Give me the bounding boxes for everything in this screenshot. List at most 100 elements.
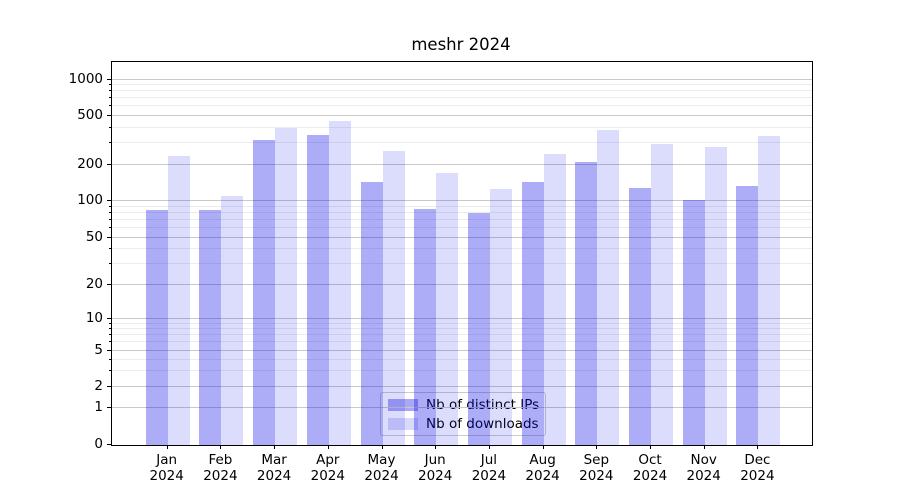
x-tick-mark	[166, 445, 168, 449]
minor-gridline	[112, 334, 812, 336]
bar-downloads-apr	[328, 121, 351, 445]
y-tick-mark	[107, 386, 111, 388]
bar-distinct-ips-dec	[736, 185, 759, 445]
bar-downloads-feb	[221, 196, 244, 445]
x-tick-label: Aug 2024	[525, 452, 560, 484]
bar-distinct-ips-feb	[199, 209, 222, 445]
bar-distinct-ips-jul	[467, 212, 490, 445]
major-gridline	[112, 78, 812, 80]
x-tick-label: Apr 2024	[310, 452, 345, 484]
x-tick-label: Jul 2024	[471, 452, 507, 484]
bar-downloads-sep	[597, 129, 620, 445]
x-tick-label: Oct 2024	[632, 452, 668, 484]
y-tick-mark	[107, 444, 111, 445]
y-tick-label: 10	[85, 310, 103, 327]
x-tick-mark	[703, 445, 705, 449]
minor-gridline	[112, 97, 812, 99]
minor-gridline	[112, 358, 812, 360]
y-tick-label: 1	[94, 399, 103, 416]
minor-gridline	[112, 370, 812, 372]
y-tick-mark	[107, 318, 111, 320]
x-tick-mark	[542, 445, 544, 449]
y-minor-tick-mark	[109, 90, 111, 92]
y-tick-label: 500	[77, 106, 103, 123]
legend-label: Nb of downloads	[426, 415, 539, 432]
minor-gridline	[112, 218, 812, 220]
x-tick-label: Mar 2024	[256, 452, 292, 484]
minor-gridline	[112, 126, 812, 128]
y-tick-mark	[107, 163, 111, 165]
y-minor-tick-mark	[109, 141, 111, 143]
bar-downloads-may	[382, 150, 405, 445]
bar-distinct-ips-oct	[629, 188, 651, 445]
y-minor-tick-mark	[109, 105, 111, 107]
y-minor-tick-mark	[109, 84, 111, 86]
minor-gridline	[112, 262, 812, 264]
legend: Nb of distinct IPs Nb of downloads	[380, 392, 546, 436]
x-tick-mark	[220, 445, 222, 449]
legend-swatch-downloads	[388, 417, 418, 430]
minor-gridline	[112, 341, 812, 343]
bar-downloads-jul	[489, 189, 512, 445]
bar-distinct-ips-aug	[521, 182, 544, 445]
y-tick-mark	[107, 283, 111, 285]
y-tick-mark	[107, 114, 111, 116]
y-tick-label: 100	[77, 192, 103, 209]
bar-distinct-ips-mar	[253, 139, 276, 445]
chart-title: meshr 2024	[411, 35, 511, 54]
y-minor-tick-mark	[109, 126, 111, 128]
legend-row: Nb of distinct IPs	[381, 397, 545, 413]
y-tick-label: 20	[85, 275, 103, 292]
minor-gridline	[112, 227, 812, 229]
x-tick-mark	[488, 445, 490, 449]
y-tick-mark	[107, 236, 111, 238]
bar-downloads-nov	[704, 146, 727, 445]
y-tick-mark	[107, 349, 111, 351]
y-minor-tick-mark	[109, 97, 111, 99]
x-tick-mark	[327, 445, 329, 449]
x-tick-label: May 2024	[364, 452, 399, 484]
legend-row: Nb of downloads	[381, 416, 545, 432]
y-minor-tick-mark	[109, 334, 111, 336]
y-minor-tick-mark	[109, 358, 111, 360]
minor-gridline	[112, 322, 812, 324]
major-gridline	[112, 318, 812, 320]
major-gridline	[112, 283, 812, 285]
y-tick-label: 0	[94, 436, 103, 452]
x-tick-mark	[274, 445, 276, 449]
major-gridline	[112, 236, 812, 238]
x-tick-label: Sep 2024	[579, 452, 614, 484]
major-gridline	[112, 163, 812, 165]
bar-distinct-ips-jun	[414, 209, 437, 445]
bar-distinct-ips-apr	[306, 135, 329, 445]
minor-gridline	[112, 211, 812, 213]
x-tick-mark	[757, 445, 759, 449]
y-minor-tick-mark	[109, 370, 111, 372]
x-tick-mark	[435, 445, 437, 449]
bar-distinct-ips-sep	[575, 162, 598, 445]
minor-gridline	[112, 205, 812, 207]
y-minor-tick-mark	[109, 205, 111, 207]
minor-gridline	[112, 90, 812, 92]
y-tick-label: 1000	[68, 70, 103, 87]
minor-gridline	[112, 141, 812, 143]
y-minor-tick-mark	[109, 248, 111, 250]
bar-downloads-jan	[167, 156, 190, 445]
y-tick-label: 5	[94, 341, 103, 358]
y-tick-label: 50	[85, 228, 103, 245]
x-tick-mark	[381, 445, 383, 449]
bar-distinct-ips-jan	[145, 210, 168, 445]
bar-distinct-ips-may	[360, 181, 383, 445]
major-gridline	[112, 386, 812, 388]
bar-distinct-ips-nov	[682, 199, 705, 445]
y-tick-mark	[107, 407, 111, 409]
bar-downloads-oct	[651, 143, 673, 445]
minor-gridline	[112, 105, 812, 107]
y-minor-tick-mark	[109, 227, 111, 229]
x-tick-label: Dec 2024	[740, 452, 775, 484]
y-minor-tick-mark	[109, 328, 111, 330]
y-tick-mark	[107, 78, 111, 80]
minor-gridline	[112, 84, 812, 86]
major-gridline	[112, 200, 812, 202]
